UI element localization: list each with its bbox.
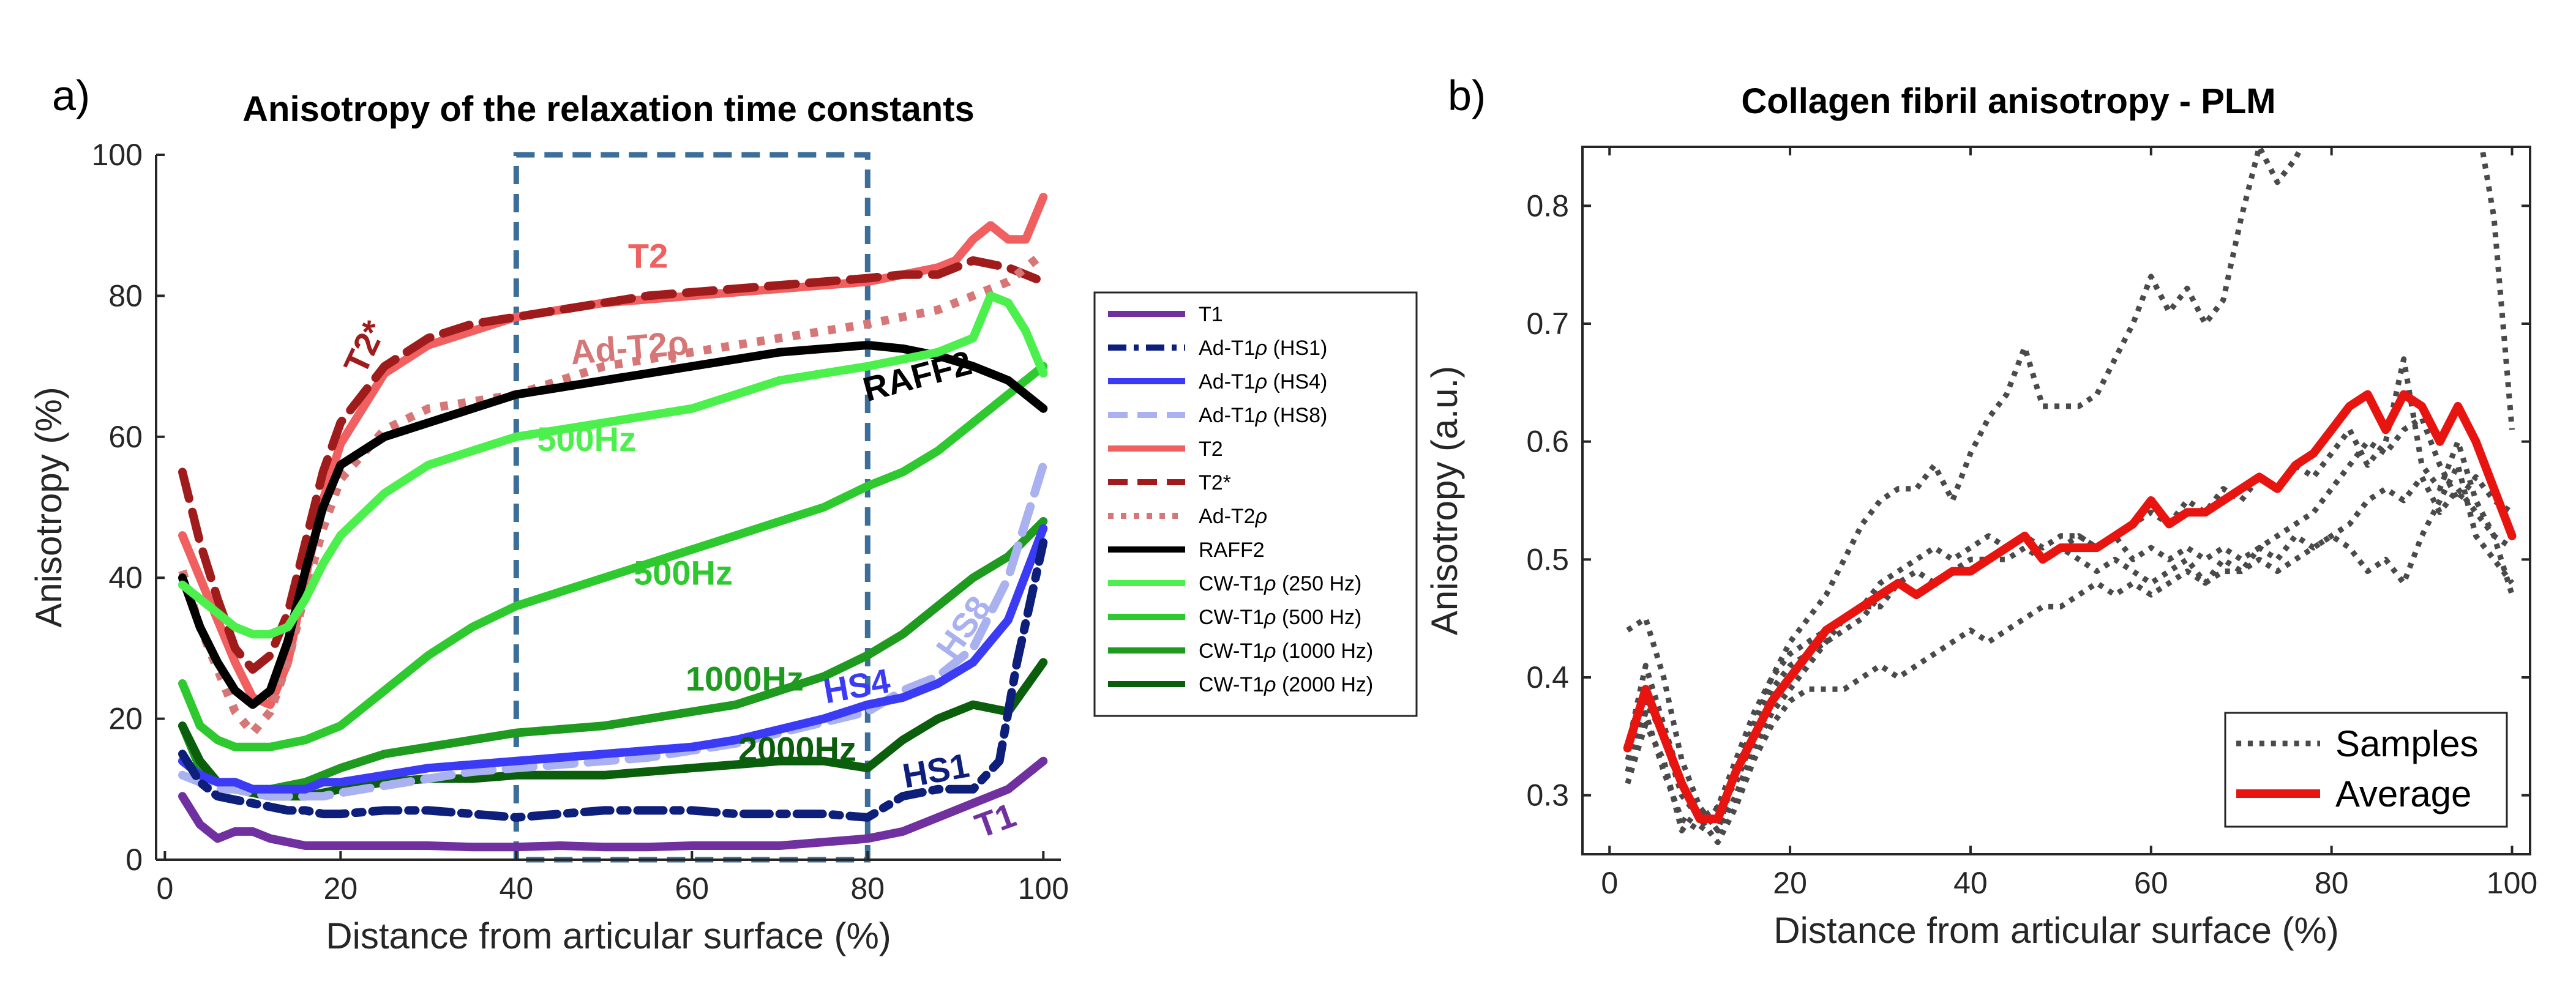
panel-a-chart: 0 20 40 60 80 100 0 20 40 60 80 100 Anisotropy of th… (28, 89, 1418, 956)
y-tick-label: 0.4 (1526, 660, 1569, 695)
legend-label-ad-t1rho-hs4: Ad-T1ρ (HS4) (1199, 370, 1327, 393)
annotation-t2: T2 (628, 236, 668, 275)
x-tick-label: 60 (2134, 866, 2168, 900)
x-axis-label: Distance from articular surface (%) (1773, 910, 2339, 951)
series-line-samples (1625, 356, 2515, 833)
axes-box (1581, 146, 2531, 855)
legend-label-t1: T1 (1199, 303, 1223, 326)
y-tick-label: 0 (125, 843, 143, 877)
legend-label-cw-t1rho-250-hz: CW-T1ρ (250 Hz) (1199, 572, 1361, 595)
series-line-cw-t1rho-500-hz (178, 362, 1048, 751)
y-tick-label: 0.5 (1526, 542, 1569, 576)
chart-title: Collagen fibril anisotropy - PLM (1741, 81, 2275, 121)
series-line-t1 (178, 756, 1048, 852)
y-tick-label: 40 (108, 561, 143, 595)
annotation-500hz: 500Hz (537, 420, 636, 458)
legend-label-cw-t1rho-500-hz: CW-T1ρ (500 Hz) (1199, 606, 1361, 629)
legend-box (1093, 291, 1418, 717)
x-tick-label: 80 (850, 871, 885, 906)
x-tick-label: 0 (156, 871, 173, 906)
panel-a-label: a) (52, 72, 90, 119)
y-axis-label: Anisotropy (%) (28, 387, 69, 627)
legend-label-t2: T2 (1199, 438, 1223, 461)
series-line-ad-t1rho-hs4 (178, 524, 1048, 794)
legend-label-samples: Samples (2335, 723, 2478, 764)
series-line-sample-5 (1625, 415, 2514, 822)
x-tick-label: 100 (1018, 871, 1069, 906)
series-line-raff2 (178, 341, 1048, 709)
series-line-average (1623, 390, 2517, 824)
x-tick-label: 40 (500, 871, 534, 906)
series-lines (178, 193, 1048, 852)
series-lines (1623, 147, 2517, 846)
legend-label-cw-t1rho-2000-hz: CW-T1ρ (2000 Hz) (1199, 673, 1373, 696)
x-tick-label: 0 (1601, 866, 1618, 900)
annotation-2000hz: 2000Hz (738, 730, 856, 769)
annotation-500hz: 500Hz (634, 554, 733, 592)
legend-label-t2star: T2* (1199, 471, 1231, 494)
series-line-ad-t1rho-hs1 (178, 538, 1048, 822)
y-tick-label: 60 (108, 420, 143, 454)
x-axis-label: Distance from articular surface (%) (326, 915, 891, 956)
y-tick-label: 0.3 (1526, 778, 1569, 813)
y-tick-label: 100 (92, 138, 143, 172)
legend-label-ad-t1rho-hs1: Ad-T1ρ (HS1) (1199, 337, 1327, 360)
panel-b-label: b) (1448, 72, 1486, 119)
legend: Samples Average (2224, 712, 2508, 828)
highlight-box (513, 152, 871, 863)
x-tick-label: 100 (2487, 866, 2537, 900)
series-line-sample-2 (1626, 147, 2515, 833)
y-tick-label: 0.8 (1526, 188, 1569, 223)
legend-label-average: Average (2335, 773, 2471, 814)
x-tick-label: 80 (2315, 866, 2349, 900)
series-line-sample-4 (1625, 462, 2515, 846)
panel-b-chart: 0 20 40 60 80 100 0.3 0.4 0.5 0.6 0.7 0.8 Collagen f… (1424, 81, 2537, 951)
legend-box (2224, 712, 2508, 828)
legend-label-ad-t1rho-hs8: Ad-T1ρ (HS8) (1199, 404, 1327, 427)
series-line-t2star (178, 256, 1048, 674)
y-axis-label: Anisotropy (a.u.) (1424, 366, 1465, 635)
legend-label-ad-t2rho: Ad-T2ρ (1199, 505, 1267, 528)
y-tick-label: 0.7 (1526, 307, 1569, 341)
legend-label-raff2: RAFF2 (1199, 538, 1265, 562)
series-line-cw-t1rho-250-hz (178, 291, 1048, 639)
legend-label-cw-t1rho-1000-hz: CW-T1ρ (1000 Hz) (1199, 639, 1373, 663)
legend: T1 Ad-T1ρ (HS1) Ad-T1ρ (HS4) Ad-T1ρ (HS8) T2… (1093, 291, 1418, 717)
axes: 0 20 40 60 80 100 0.3 0.4 0.5 0.6 0.7 0.8 (1526, 146, 2537, 900)
y-tick-label: 20 (108, 702, 143, 736)
y-tick-label: 0.6 (1526, 425, 1569, 459)
annotation-1000hz: 1000Hz (686, 660, 804, 698)
x-tick-label: 20 (324, 871, 358, 906)
series-line-sample-3 (1625, 474, 2514, 833)
chart-title: Anisotropy of the relaxation time consta… (242, 89, 975, 129)
x-tick-label: 20 (1773, 866, 1807, 900)
x-tick-label: 60 (675, 871, 710, 906)
axes: 0 20 40 60 80 100 0 20 40 60 80 100 (92, 138, 1069, 906)
x-tick-label: 40 (1953, 866, 1988, 900)
y-tick-label: 80 (108, 278, 143, 313)
